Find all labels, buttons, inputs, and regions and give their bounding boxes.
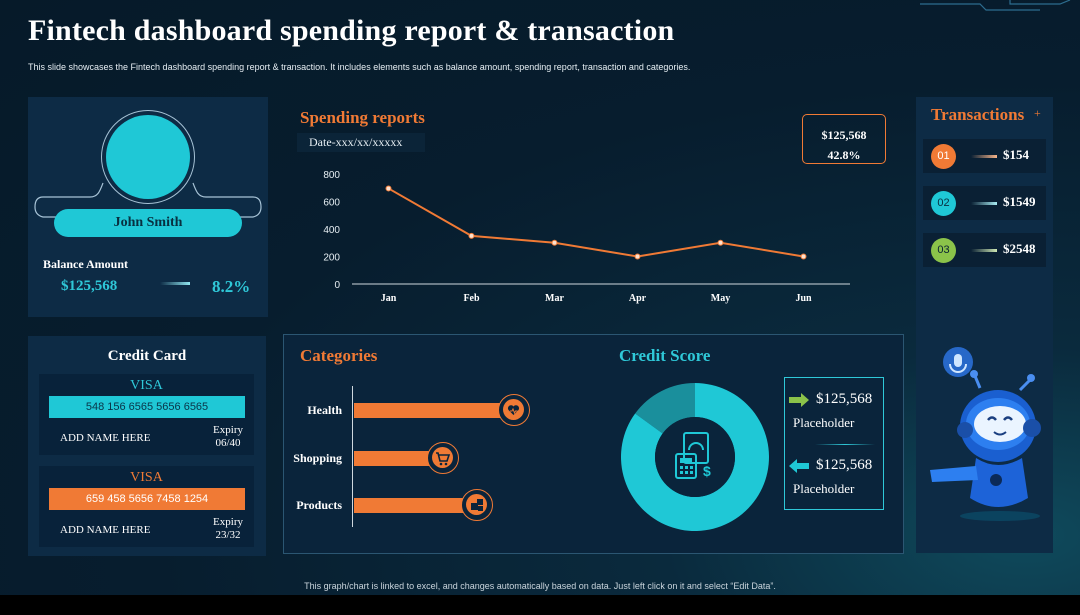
- add-transaction-icon[interactable]: +: [1034, 106, 1041, 120]
- card-item[interactable]: VISA 548 156 6565 5656 6565 ADD NAME HER…: [39, 374, 254, 455]
- x-tick-label: Mar: [545, 293, 564, 304]
- slide: Fintech dashboard spending report & tran…: [0, 0, 1080, 595]
- user-name: John Smith: [54, 209, 242, 237]
- category-label: Health: [307, 403, 342, 417]
- balance-value: $125,568: [61, 278, 118, 294]
- x-tick-label: May: [711, 293, 730, 304]
- spending-summary: $125,568 42.8%: [802, 114, 886, 164]
- card-brand: VISA: [130, 470, 163, 485]
- x-tick-label: Apr: [629, 293, 647, 304]
- x-tick-label: Jan: [381, 293, 397, 304]
- card-expiry: Expiry 06/40: [213, 424, 243, 450]
- card-expiry-value: 23/32: [215, 529, 241, 541]
- category-bar: [354, 498, 465, 513]
- spending-summary-value: $125,568: [821, 128, 867, 142]
- transaction-number: 01: [931, 144, 956, 169]
- bottom-bar: [0, 595, 1080, 615]
- transaction-divider: [971, 155, 997, 158]
- spending-title: Spending reports: [300, 108, 425, 127]
- transaction-value: $1549: [1003, 194, 1036, 209]
- page-title: Fintech dashboard spending report & tran…: [28, 14, 675, 47]
- spending-line-chart: 0 200 400 600 800 Jan Feb Mar Apr May Jun: [323, 170, 850, 304]
- spending-point: [385, 185, 392, 192]
- profile-panel: John Smith Balance Amount $125,568 8.2%: [28, 97, 268, 317]
- card-brand: VISA: [130, 378, 163, 393]
- spending-series-line: [388, 187, 804, 258]
- spending-point: [468, 232, 475, 239]
- card-expiry: Expiry 23/32: [213, 516, 243, 542]
- card-expiry-label: Expiry: [213, 516, 243, 528]
- categories-credit-panel: [283, 334, 904, 554]
- x-tick-label: Jun: [795, 293, 812, 304]
- transactions-title: Transactions: [931, 105, 1025, 124]
- categories-title: Categories: [300, 346, 378, 365]
- transaction-number: 03: [931, 238, 956, 263]
- balance-divider: [160, 282, 190, 285]
- spending-point: [717, 239, 724, 246]
- transaction-row[interactable]: 01 $154: [923, 139, 1046, 173]
- page-subtitle: This slide showcases the Fintech dashboa…: [28, 62, 691, 72]
- transaction-value: $154: [1003, 147, 1029, 162]
- spending-point: [551, 239, 558, 246]
- credit-card-title: Credit Card: [107, 348, 187, 364]
- health-icon: [498, 394, 530, 426]
- legend-divider: [815, 444, 875, 445]
- credit-card-panel: Credit Card VISA 548 156 6565 5656 6565 …: [28, 336, 266, 556]
- card-number: 548 156 6565 5656 6565: [49, 396, 245, 418]
- spending-date: Date-xxx/xx/xxxxx: [297, 133, 425, 152]
- x-tick-label: Feb: [463, 293, 480, 304]
- categories-axis: [352, 386, 353, 527]
- category-bar: [354, 451, 431, 466]
- right-arrow-icon: [789, 393, 809, 407]
- donut-slice: [635, 383, 695, 434]
- shopping-cart-icon: [426, 442, 459, 474]
- calculator-document-icon: $: [675, 432, 711, 479]
- credit-score-title: Credit Score: [619, 346, 711, 365]
- credit-score-label: Placeholder: [793, 481, 855, 496]
- spending-point: [800, 253, 807, 260]
- y-tick-label: 800: [323, 170, 340, 181]
- card-number: 659 458 5656 7458 1254: [49, 488, 245, 510]
- profile-frame-line: [34, 182, 262, 218]
- left-arrow-icon: [789, 459, 809, 473]
- svg-text:$: $: [703, 463, 711, 479]
- transaction-value: $2548: [1003, 241, 1036, 256]
- balance-label: Balance Amount: [43, 257, 129, 271]
- category-label: Products: [296, 498, 342, 512]
- circuit-decoration: [920, 0, 1071, 11]
- transaction-divider: [971, 202, 997, 205]
- card-expiry-label: Expiry: [213, 424, 243, 436]
- card-holder-name: ADD NAME HERE: [60, 432, 151, 444]
- transaction-number: 02: [931, 191, 956, 216]
- y-tick-label: 400: [323, 225, 340, 236]
- credit-score-value: $125,568: [816, 391, 873, 407]
- card-item[interactable]: VISA 659 458 5656 7458 1254 ADD NAME HER…: [39, 466, 254, 547]
- transaction-row[interactable]: 03 $2548: [923, 233, 1046, 267]
- category-label: Shopping: [293, 451, 342, 465]
- footer-note: This graph/chart is linked to excel, and…: [304, 581, 776, 591]
- spending-summary-pct: 42.8%: [827, 148, 861, 162]
- category-bar: [354, 403, 502, 418]
- y-tick-label: 0: [334, 280, 340, 291]
- balance-change: 8.2%: [212, 277, 251, 296]
- products-icon: [461, 489, 493, 521]
- transaction-row[interactable]: 02 $1549: [923, 186, 1046, 220]
- y-tick-label: 200: [323, 253, 340, 264]
- card-holder-name: ADD NAME HERE: [60, 524, 151, 536]
- credit-score-label: Placeholder: [793, 415, 855, 430]
- y-tick-label: 600: [323, 198, 340, 209]
- donut-slice: [621, 383, 769, 531]
- spending-point: [634, 253, 641, 260]
- credit-score-legend: $125,568 Placeholder $125,568 Placeholde…: [784, 377, 884, 510]
- credit-score-value: $125,568: [816, 457, 873, 473]
- card-expiry-value: 06/40: [215, 437, 241, 449]
- avatar[interactable]: [106, 115, 190, 199]
- robot-illustration: [930, 347, 1041, 521]
- transaction-divider: [971, 249, 997, 252]
